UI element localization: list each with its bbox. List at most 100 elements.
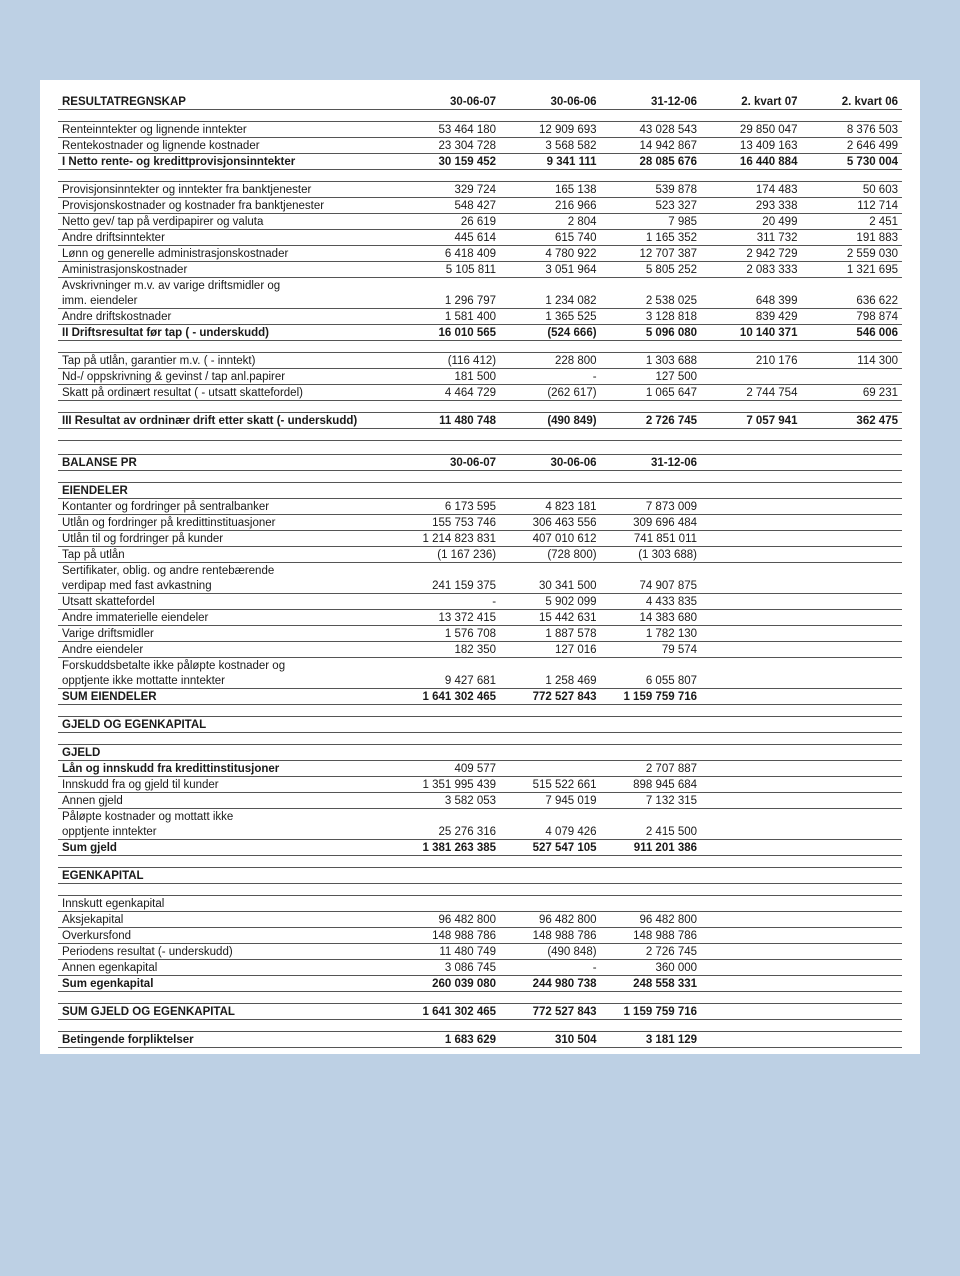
resultat-header-row: RESULTATREGNSKAP30-06-0730-06-0631-12-06… bbox=[58, 94, 902, 110]
resultat-val-13-4: 546 006 bbox=[801, 325, 902, 341]
balanse-val-18-3 bbox=[701, 745, 801, 761]
balanse-val-3-2: 309 696 484 bbox=[601, 515, 701, 531]
balanse-val-28-4 bbox=[801, 896, 902, 912]
balanse-label-12: Forskuddsbetalte ikke påløpte kostnader … bbox=[58, 658, 400, 674]
balanse-val-1-4 bbox=[801, 483, 902, 499]
balanse-val-31-1: (490 848) bbox=[500, 944, 600, 960]
resultat-val-6-3: 20 499 bbox=[701, 214, 801, 230]
balanse-label-9: Andre immaterielle eiendeler bbox=[58, 610, 400, 626]
resultat-val-11-4: 636 622 bbox=[801, 293, 902, 309]
balanse-val-32-3 bbox=[701, 960, 801, 976]
resultat-row-10: Avskrivninger m.v. av varige driftsmidle… bbox=[58, 278, 902, 294]
balanse-val-16-3 bbox=[701, 717, 801, 733]
spacer-row bbox=[58, 110, 902, 122]
balanse-val-2-2: 7 873 009 bbox=[601, 499, 701, 515]
balanse-val-12-4 bbox=[801, 658, 902, 674]
resultat-val-10-1 bbox=[500, 278, 600, 294]
balanse-row-26: EGENKAPITAL bbox=[58, 868, 902, 884]
balanse-val-6-1 bbox=[500, 563, 600, 579]
resultat-label-7: Andre driftsinntekter bbox=[58, 230, 400, 246]
resultat-val-0-4: 8 376 503 bbox=[801, 122, 902, 138]
balanse-row-1: EIENDELER bbox=[58, 483, 902, 499]
balanse-row-16: GJELD OG EGENKAPITAL bbox=[58, 717, 902, 733]
balanse-val-5-3 bbox=[701, 547, 801, 563]
resultat-label-19: III Resultat av ordninær drift etter ska… bbox=[58, 413, 400, 429]
balanse-spacer-34 bbox=[58, 992, 902, 1004]
balanse-val-11-1: 127 016 bbox=[500, 642, 600, 658]
resultat-label-4: Provisjonsinntekter og inntekter fra ban… bbox=[58, 182, 400, 198]
resultat-val-1-4: 2 646 499 bbox=[801, 138, 902, 154]
resultat-val-17-4: 69 231 bbox=[801, 385, 902, 401]
balanse-val-28-3 bbox=[701, 896, 801, 912]
resultat-row-13: II Driftsresultat før tap ( - underskudd… bbox=[58, 325, 902, 341]
balanse-val-9-1: 15 442 631 bbox=[500, 610, 600, 626]
resultat-val-10-0 bbox=[400, 278, 500, 294]
balanse-val-31-3 bbox=[701, 944, 801, 960]
balanse-row-19: Lån og innskudd fra kredittinstitusjoner… bbox=[58, 761, 902, 777]
balanse-row-4: Utlån til og fordringer på kunder1 214 8… bbox=[58, 531, 902, 547]
resultat-label-12: Andre driftskostnader bbox=[58, 309, 400, 325]
resultat-row-9: Aministrasjonskostnader5 105 8113 051 96… bbox=[58, 262, 902, 278]
balanse-label-19: Lån og innskudd fra kredittinstitusjoner bbox=[58, 761, 400, 777]
resultat-val-10-3 bbox=[701, 278, 801, 294]
balanse-val-29-3 bbox=[701, 912, 801, 928]
balanse-val-9-2: 14 383 680 bbox=[601, 610, 701, 626]
resultat-label-13: II Driftsresultat før tap ( - underskudd… bbox=[58, 325, 400, 341]
resultat-label-10: Avskrivninger m.v. av varige driftsmidle… bbox=[58, 278, 400, 294]
balanse-val-31-4 bbox=[801, 944, 902, 960]
resultat-row-6: Netto gev/ tap på verdipapirer og valuta… bbox=[58, 214, 902, 230]
balanse-val-12-1 bbox=[500, 658, 600, 674]
balanse-val-19-1 bbox=[500, 761, 600, 777]
resultat-row-5: Provisjonskostnader og kostnader fra ban… bbox=[58, 198, 902, 214]
balanse-label-16: GJELD OG EGENKAPITAL bbox=[58, 717, 400, 733]
balanse-val-2-1: 4 823 181 bbox=[500, 499, 600, 515]
balanse-label-33: Sum egenkapital bbox=[58, 976, 400, 992]
balanse-col-3 bbox=[701, 455, 801, 471]
balanse-val-31-0: 11 480 749 bbox=[400, 944, 500, 960]
balanse-val-11-3 bbox=[701, 642, 801, 658]
resultat-val-10-4 bbox=[801, 278, 902, 294]
balanse-val-7-3 bbox=[701, 578, 801, 594]
balanse-spacer-36 bbox=[58, 1020, 902, 1032]
resultat-val-12-4: 798 874 bbox=[801, 309, 902, 325]
balanse-label-31: Periodens resultat (- underskudd) bbox=[58, 944, 400, 960]
balanse-val-24-2: 911 201 386 bbox=[601, 840, 701, 856]
balanse-val-6-4 bbox=[801, 563, 902, 579]
resultat-label-5: Provisjonskostnader og kostnader fra ban… bbox=[58, 198, 400, 214]
resultat-row-17: Skatt på ordinært resultat ( - utsatt sk… bbox=[58, 385, 902, 401]
balanse-label-10: Varige driftsmidler bbox=[58, 626, 400, 642]
resultat-val-12-3: 839 429 bbox=[701, 309, 801, 325]
balanse-val-18-1 bbox=[500, 745, 600, 761]
balanse-val-14-1: 772 527 843 bbox=[500, 689, 600, 705]
balanse-row-6: Sertifikater, oblig. og andre rentebæren… bbox=[58, 563, 902, 579]
balanse-val-5-0: (1 167 236) bbox=[400, 547, 500, 563]
balanse-val-20-3 bbox=[701, 777, 801, 793]
balanse-val-5-1: (728 800) bbox=[500, 547, 600, 563]
balanse-val-14-4 bbox=[801, 689, 902, 705]
balanse-val-22-3 bbox=[701, 809, 801, 825]
balanse-label-23: opptjente inntekter bbox=[58, 824, 400, 840]
resultat-val-8-4: 2 559 030 bbox=[801, 246, 902, 262]
resultat-label-11: imm. eiendeler bbox=[58, 293, 400, 309]
balanse-row-10: Varige driftsmidler1 576 7081 887 5781 7… bbox=[58, 626, 902, 642]
balanse-val-28-2 bbox=[601, 896, 701, 912]
balanse-val-35-1: 772 527 843 bbox=[500, 1004, 600, 1020]
col-header-4: 2. kvart 06 bbox=[801, 94, 902, 110]
balanse-row-14: SUM EIENDELER1 641 302 465772 527 8431 1… bbox=[58, 689, 902, 705]
balanse-val-2-0: 6 173 595 bbox=[400, 499, 500, 515]
balanse-val-13-1: 1 258 469 bbox=[500, 673, 600, 689]
resultat-val-0-3: 29 850 047 bbox=[701, 122, 801, 138]
balanse-val-13-4 bbox=[801, 673, 902, 689]
balanse-row-3: Utlån og fordringer på kredittinstituasj… bbox=[58, 515, 902, 531]
resultat-val-6-4: 2 451 bbox=[801, 214, 902, 230]
balanse-val-20-4 bbox=[801, 777, 902, 793]
balanse-val-19-0: 409 577 bbox=[400, 761, 500, 777]
balanse-row-23: opptjente inntekter25 276 3164 079 4262 … bbox=[58, 824, 902, 840]
balanse-val-8-0: - bbox=[400, 594, 500, 610]
resultat-val-4-2: 539 878 bbox=[601, 182, 701, 198]
balanse-header-row: BALANSE PR30-06-0730-06-0631-12-06 bbox=[58, 455, 902, 471]
balanse-label-3: Utlån og fordringer på kredittinstituasj… bbox=[58, 515, 400, 531]
resultat-val-6-1: 2 804 bbox=[500, 214, 600, 230]
balanse-row-5: Tap på utlån(1 167 236)(728 800)(1 303 6… bbox=[58, 547, 902, 563]
balanse-label-2: Kontanter og fordringer på sentralbanker bbox=[58, 499, 400, 515]
